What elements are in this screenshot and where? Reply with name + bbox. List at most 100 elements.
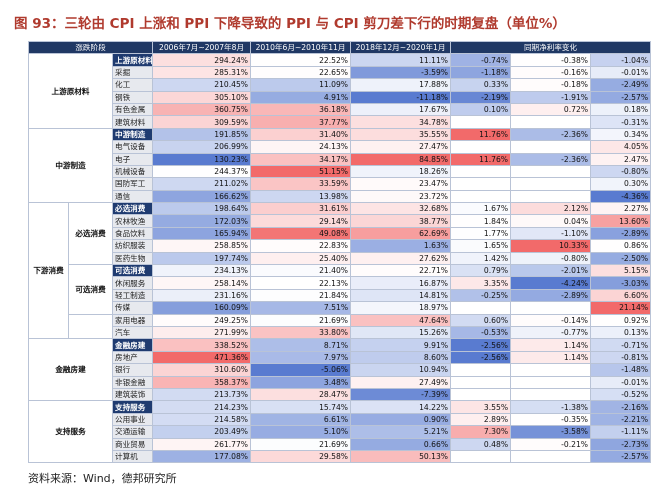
value-cell: 3.48% bbox=[250, 375, 352, 389]
value-cell: -2.57% bbox=[590, 449, 652, 464]
value-cell: 1.67% bbox=[450, 202, 512, 216]
value-cell: 28.47% bbox=[250, 387, 352, 402]
table-row: 计算机 177.08% 29.58% 50.13% -2.57% bbox=[29, 449, 652, 464]
value-cell bbox=[510, 115, 592, 129]
value-cell: 50.13% bbox=[350, 449, 452, 464]
value-cell: 21.14% bbox=[590, 301, 652, 315]
value-cell: 130.23% bbox=[152, 152, 252, 166]
table-row: 机械设备 244.37% 51.15% 18.26% -0.80% bbox=[29, 164, 652, 179]
table-row: 交通运输 203.49% 5.10% 5.21% 7.30% -3.58% -1.11% bbox=[29, 425, 652, 439]
value-cell: -4.36% bbox=[590, 189, 652, 204]
value-cell: -0.74% bbox=[450, 53, 512, 67]
row-name: 传媒 bbox=[111, 301, 154, 315]
value-cell: 8.71% bbox=[250, 338, 352, 352]
value-cell: 33.59% bbox=[250, 177, 352, 191]
value-cell: -0.38% bbox=[510, 53, 592, 67]
table-row: 房地产 471.36% 7.97% 8.60% -2.56% 1.14% -0.81% bbox=[29, 350, 652, 365]
row-name: 通信 bbox=[111, 189, 154, 204]
table-row: 轻工制造 231.16% 21.84% 14.81% -0.25% -2.89% 6.60% bbox=[29, 288, 652, 303]
title: 图 93：三轮由 CPI 上涨和 PPI 下降导致的 PPI 与 CPI 剪刀差… bbox=[14, 16, 566, 32]
value-cell: 0.18% bbox=[590, 102, 652, 117]
value-cell bbox=[450, 164, 512, 179]
value-cell: 258.14% bbox=[152, 276, 252, 290]
table-row: 建筑材料 309.59% 37.77% 34.78% -0.31% bbox=[29, 115, 652, 129]
value-cell: 25.40% bbox=[250, 251, 352, 266]
table-row: 中游制造 中游制造 191.85% 31.40% 35.55% 11.76% -2.36% 0… bbox=[28, 127, 652, 204]
value-cell: 34.78% bbox=[350, 115, 452, 129]
value-cell: 16.87% bbox=[350, 276, 452, 290]
value-cell bbox=[510, 363, 592, 377]
value-cell: 21.69% bbox=[250, 437, 352, 451]
row-name: 交通运输 bbox=[111, 425, 154, 439]
value-cell: 32.68% bbox=[350, 202, 452, 216]
value-cell: 0.66% bbox=[350, 437, 452, 451]
value-cell: 5.21% bbox=[350, 425, 452, 439]
value-cell: -2.89% bbox=[510, 288, 592, 303]
group-cell: 支持服务 bbox=[28, 400, 113, 464]
value-cell: 358.37% bbox=[152, 375, 252, 389]
table-row: 非银金融 358.37% 3.48% 27.49% -0.01% bbox=[29, 375, 652, 389]
value-cell: 27.47% bbox=[350, 140, 452, 154]
value-cell: -1.11% bbox=[590, 425, 652, 439]
row-name: 可选消费 bbox=[111, 264, 154, 278]
table-row: 采掘 285.31% 22.65% -3.59% -1.18% -0.16% -0.01% bbox=[29, 65, 652, 80]
value-cell: 13.98% bbox=[250, 189, 352, 204]
value-cell: -0.01% bbox=[590, 375, 652, 389]
value-cell: 29.14% bbox=[250, 214, 352, 228]
value-cell: 0.13% bbox=[590, 325, 652, 340]
value-cell bbox=[510, 387, 592, 402]
table-row: 汽车 271.99% 33.80% 15.26% -0.53% -0.77% 0.13% bbox=[29, 325, 652, 340]
table-row: 上游原材料 上游原材料 294.24% 22.52% 11.11% -0.74% -0.38… bbox=[28, 53, 652, 129]
row-name: 化工 bbox=[111, 78, 154, 92]
value-cell: -7.39% bbox=[350, 387, 452, 402]
value-cell: 231.16% bbox=[152, 288, 252, 303]
value-cell: 34.17% bbox=[250, 152, 352, 166]
value-cell: -2.21% bbox=[590, 412, 652, 427]
value-cell: -0.18% bbox=[510, 78, 592, 92]
table-row: 建筑装饰 213.73% 28.47% -7.39% -0.52% bbox=[29, 387, 652, 402]
value-cell: 294.24% bbox=[152, 53, 252, 67]
value-cell: 23.47% bbox=[350, 177, 452, 191]
value-cell: 0.60% bbox=[450, 313, 512, 328]
value-cell: -2.19% bbox=[450, 90, 512, 104]
value-cell: 14.22% bbox=[350, 400, 452, 414]
table-row: 钢铁 305.10% 4.91% -11.18% -2.19% -1.91% -2.57% bbox=[29, 90, 652, 104]
value-cell: 23.72% bbox=[350, 189, 452, 204]
value-cell: -1.38% bbox=[510, 400, 592, 414]
value-cell bbox=[450, 140, 512, 154]
value-cell: 84.85% bbox=[350, 152, 452, 166]
value-cell: 285.31% bbox=[152, 65, 252, 80]
source: 资料来源：Wind，德邦研究所 bbox=[28, 472, 177, 485]
value-cell bbox=[510, 140, 592, 154]
value-cell: -1.18% bbox=[450, 65, 512, 80]
table-row: 支持服务 支持服务 214.23% 15.74% 14.22% 3.55% -1.38% -2… bbox=[28, 400, 652, 464]
value-cell: -0.53% bbox=[450, 325, 512, 340]
value-cell: 0.90% bbox=[350, 412, 452, 427]
row-name: 机械设备 bbox=[111, 164, 154, 179]
subgroup-cell bbox=[68, 313, 113, 340]
value-cell: -3.58% bbox=[510, 425, 592, 439]
value-cell: 1.84% bbox=[450, 214, 512, 228]
value-cell: 11.76% bbox=[450, 152, 512, 166]
value-cell: 29.58% bbox=[250, 449, 352, 464]
value-cell: -0.14% bbox=[510, 313, 592, 328]
value-cell: 2.47% bbox=[590, 152, 652, 166]
table-row: 化工 210.45% 11.09% 17.88% 0.33% -0.18% -2.49% bbox=[29, 78, 652, 92]
value-cell: 7.30% bbox=[450, 425, 512, 439]
value-cell: 471.36% bbox=[152, 350, 252, 365]
value-cell: -1.91% bbox=[510, 90, 592, 104]
value-cell: -1.48% bbox=[590, 363, 652, 377]
value-cell: 49.08% bbox=[250, 226, 352, 241]
value-cell bbox=[450, 177, 512, 191]
value-cell: 177.08% bbox=[152, 449, 252, 464]
value-cell: 14.81% bbox=[350, 288, 452, 303]
value-cell: -2.36% bbox=[510, 127, 592, 142]
value-cell: 213.73% bbox=[152, 387, 252, 402]
value-cell: 172.03% bbox=[152, 214, 252, 228]
row-name: 纺织服装 bbox=[111, 239, 154, 253]
table-row: 家用电器 249.25% 21.69% 47.64% 0.60% -0.14% 0.92% bbox=[29, 313, 652, 340]
value-cell: 191.85% bbox=[152, 127, 252, 142]
value-cell: 214.58% bbox=[152, 412, 252, 427]
value-cell: -0.52% bbox=[590, 387, 652, 402]
value-cell: 2.27% bbox=[590, 202, 652, 216]
